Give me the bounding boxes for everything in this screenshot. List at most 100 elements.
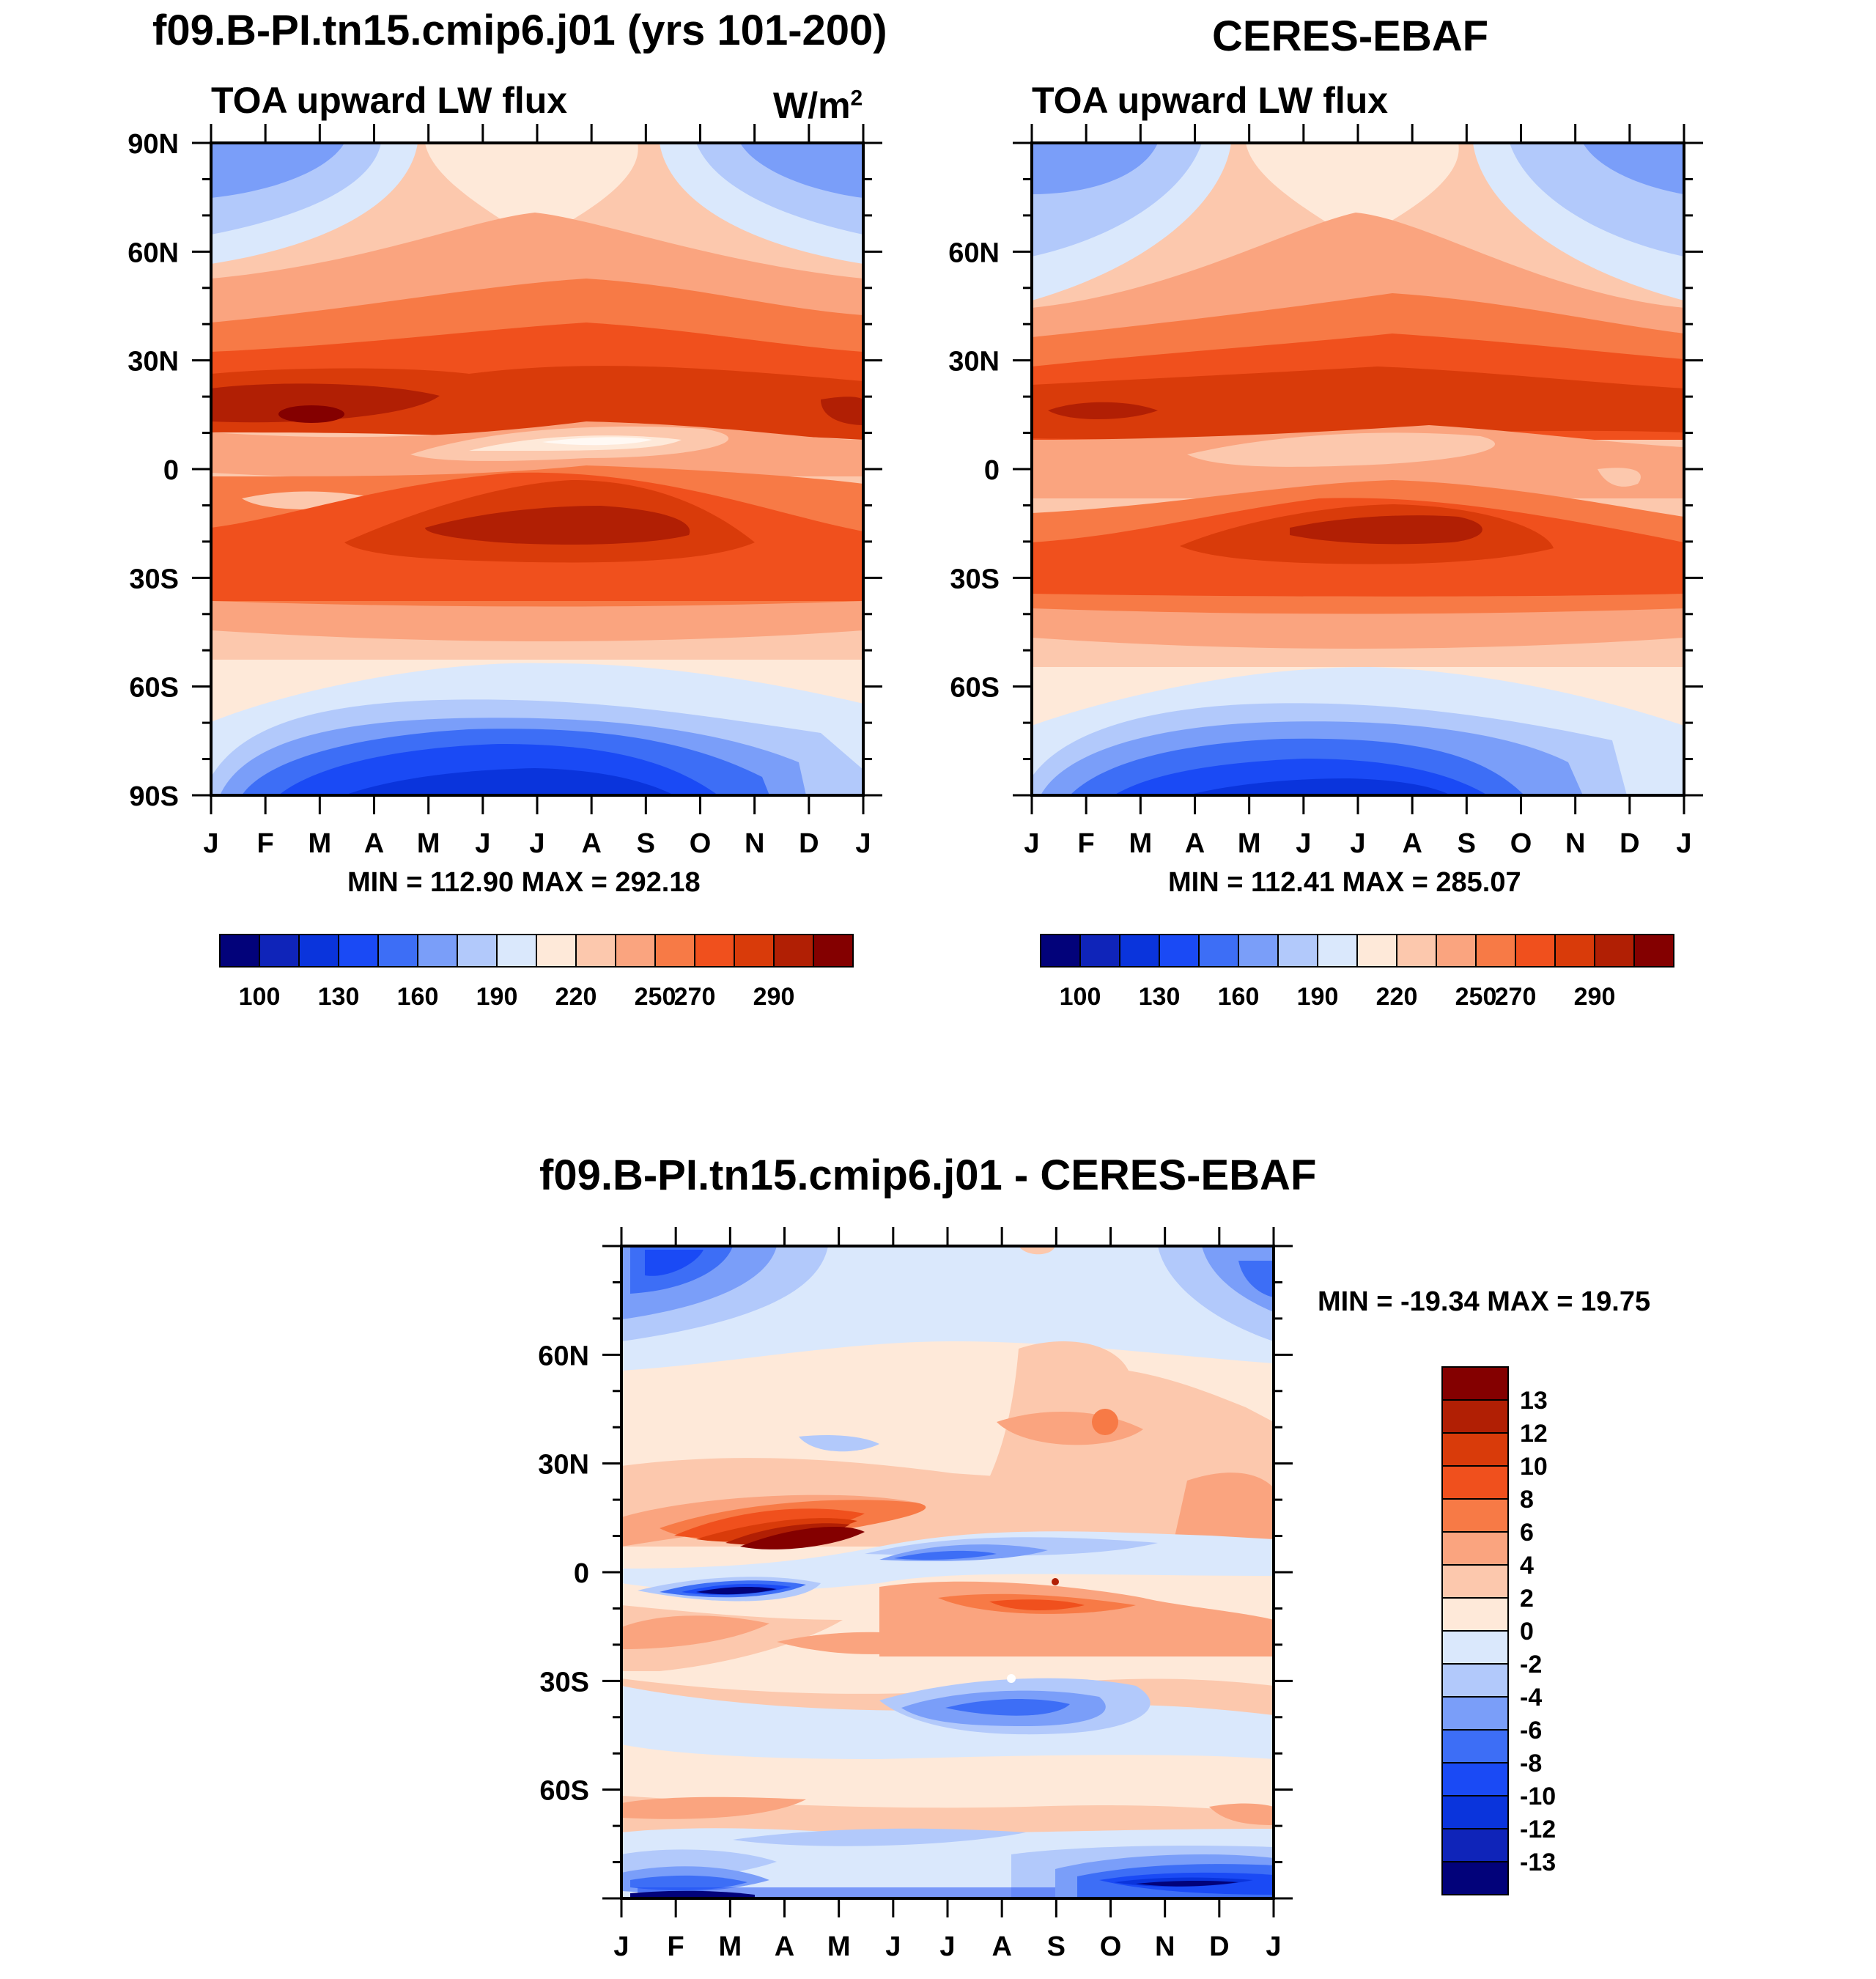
model-month-label: A [364,828,384,859]
model-colorbar-swatch [536,934,577,968]
diff-colorbar-swatch [1441,1762,1509,1796]
model-month-label: J [855,828,871,859]
obs-panel-title: CERES-EBAF [1212,12,1489,60]
model-lat-label: 30S [129,564,179,594]
obs-lat-label: 60N [948,237,1000,268]
obs-month-label: J [1024,828,1039,859]
model-colorbar-swatch [377,934,418,968]
obs-colorbar-label: 190 [1297,983,1339,1011]
diff-lat-label: 60N [538,1341,589,1371]
diff-lat-label: 60S [539,1776,589,1807]
diff-heatmap [621,1246,1274,1898]
diff-month-label: J [1266,1931,1281,1962]
model-lat-label: 90S [129,781,179,812]
model-colorbar-swatch [457,934,498,968]
model-colorbar-swatch [338,934,379,968]
diff-month-label: N [1155,1931,1175,1962]
diff-colorbar-label: 2 [1520,1585,1534,1613]
diff-month-label: J [939,1931,955,1962]
diff-month-label: O [1100,1931,1122,1962]
model-colorbar-swatch [694,934,735,968]
model-lat-label: 30N [128,347,179,377]
diff-colorbar-swatch [1441,1366,1509,1401]
diff-colorbar-swatch [1441,1663,1509,1698]
obs-colorbar-swatch [1317,934,1358,968]
diff-colorbar-swatch [1441,1465,1509,1500]
diff-colorbar-label: -12 [1520,1816,1556,1843]
diff-colorbar-label: 6 [1520,1519,1534,1547]
model-colorbar-swatch [298,934,339,968]
diff-month-label: J [613,1931,629,1962]
obs-colorbar-swatch [1515,934,1556,968]
diff-colorbar-swatch [1441,1564,1509,1599]
obs-min-max: MIN = 112.41 MAX = 285.07 [1168,867,1521,898]
diff-month-label: M [827,1931,851,1962]
model-colorbar-swatch [813,934,854,968]
obs-colorbar-swatch [1396,934,1437,968]
model-colorbar-swatch [734,934,775,968]
obs-lat-label: 0 [984,455,1000,486]
obs-month-label: S [1458,828,1476,859]
diff-colorbar-label: 12 [1520,1420,1548,1448]
model-month-label: A [581,828,601,859]
model-colorbar-swatch [615,934,656,968]
obs-colorbar-swatch [1594,934,1635,968]
obs-colorbar-swatch [1119,934,1160,968]
obs-colorbar-label: 270 [1495,983,1537,1011]
diff-colorbar-label: 0 [1520,1618,1534,1646]
diff-month-label: J [885,1931,901,1962]
diff-colorbar-swatch [1441,1399,1509,1434]
model-colorbar-swatch [654,934,695,968]
obs-colorbar-swatch [1159,934,1200,968]
diff-colorbar-swatch [1441,1696,1509,1731]
model-variable-label: TOA upward LW flux [211,80,568,121]
model-lat-label: 90N [128,129,179,160]
obs-month-label: N [1565,828,1585,859]
model-colorbar-label: 160 [397,983,439,1011]
model-month-label: O [690,828,712,859]
diff-colorbar-swatch [1441,1828,1509,1862]
diff-colorbar-label: -6 [1520,1717,1542,1744]
obs-month-label: M [1129,828,1153,859]
diff-colorbar-label: -10 [1520,1783,1556,1810]
model-colorbar-label: 130 [318,983,360,1011]
model-month-label: D [799,828,819,859]
obs-colorbar-swatch [1554,934,1595,968]
model-colorbar-swatch [496,934,537,968]
model-month-label: M [417,828,440,859]
diff-colorbar-swatch [1441,1630,1509,1665]
model-colorbar-swatch [259,934,300,968]
diff-month-label: A [775,1931,794,1962]
obs-colorbar-swatch [1436,934,1477,968]
obs-colorbar-label: 220 [1376,983,1418,1011]
diff-colorbar-label: 4 [1520,1552,1534,1580]
obs-month-label: J [1676,828,1691,859]
obs-colorbar-swatch [1633,934,1674,968]
diff-min-max: MIN = -19.34 MAX = 19.75 [1318,1286,1651,1317]
diff-colorbar-swatch [1441,1861,1509,1895]
diff-colorbar-label: 8 [1520,1486,1534,1514]
diff-month-label: M [719,1931,742,1962]
diff-colorbar-label: -2 [1520,1651,1542,1678]
obs-colorbar-swatch [1079,934,1120,968]
diff-lat-label: 30N [538,1450,589,1481]
model-month-label: J [475,828,490,859]
obs-month-label: A [1185,828,1205,859]
obs-month-label: J [1296,828,1311,859]
model-lat-label: 60S [129,673,179,704]
diff-colorbar-swatch [1441,1597,1509,1632]
model-month-label: F [257,828,274,859]
obs-colorbar-swatch [1198,934,1239,968]
diff-panel-title: f09.B-PI.tn15.cmip6.j01 - CERES-EBAF [539,1151,1317,1199]
model-colorbar-label: 190 [476,983,518,1011]
model-min-max: MIN = 112.90 MAX = 292.18 [347,867,701,898]
obs-lat-label: 30N [948,347,1000,377]
model-colorbar-label: 270 [674,983,716,1011]
diff-month-label: F [668,1931,684,1962]
obs-lat-label: 30S [950,564,1000,594]
model-panel-title: f09.B-PI.tn15.cmip6.j01 (yrs 101-200) [152,7,887,54]
obs-colorbar-label: 290 [1574,983,1616,1011]
diff-month-label: A [991,1931,1011,1962]
diff-month-label: S [1047,1931,1066,1962]
obs-month-label: O [1510,828,1532,859]
